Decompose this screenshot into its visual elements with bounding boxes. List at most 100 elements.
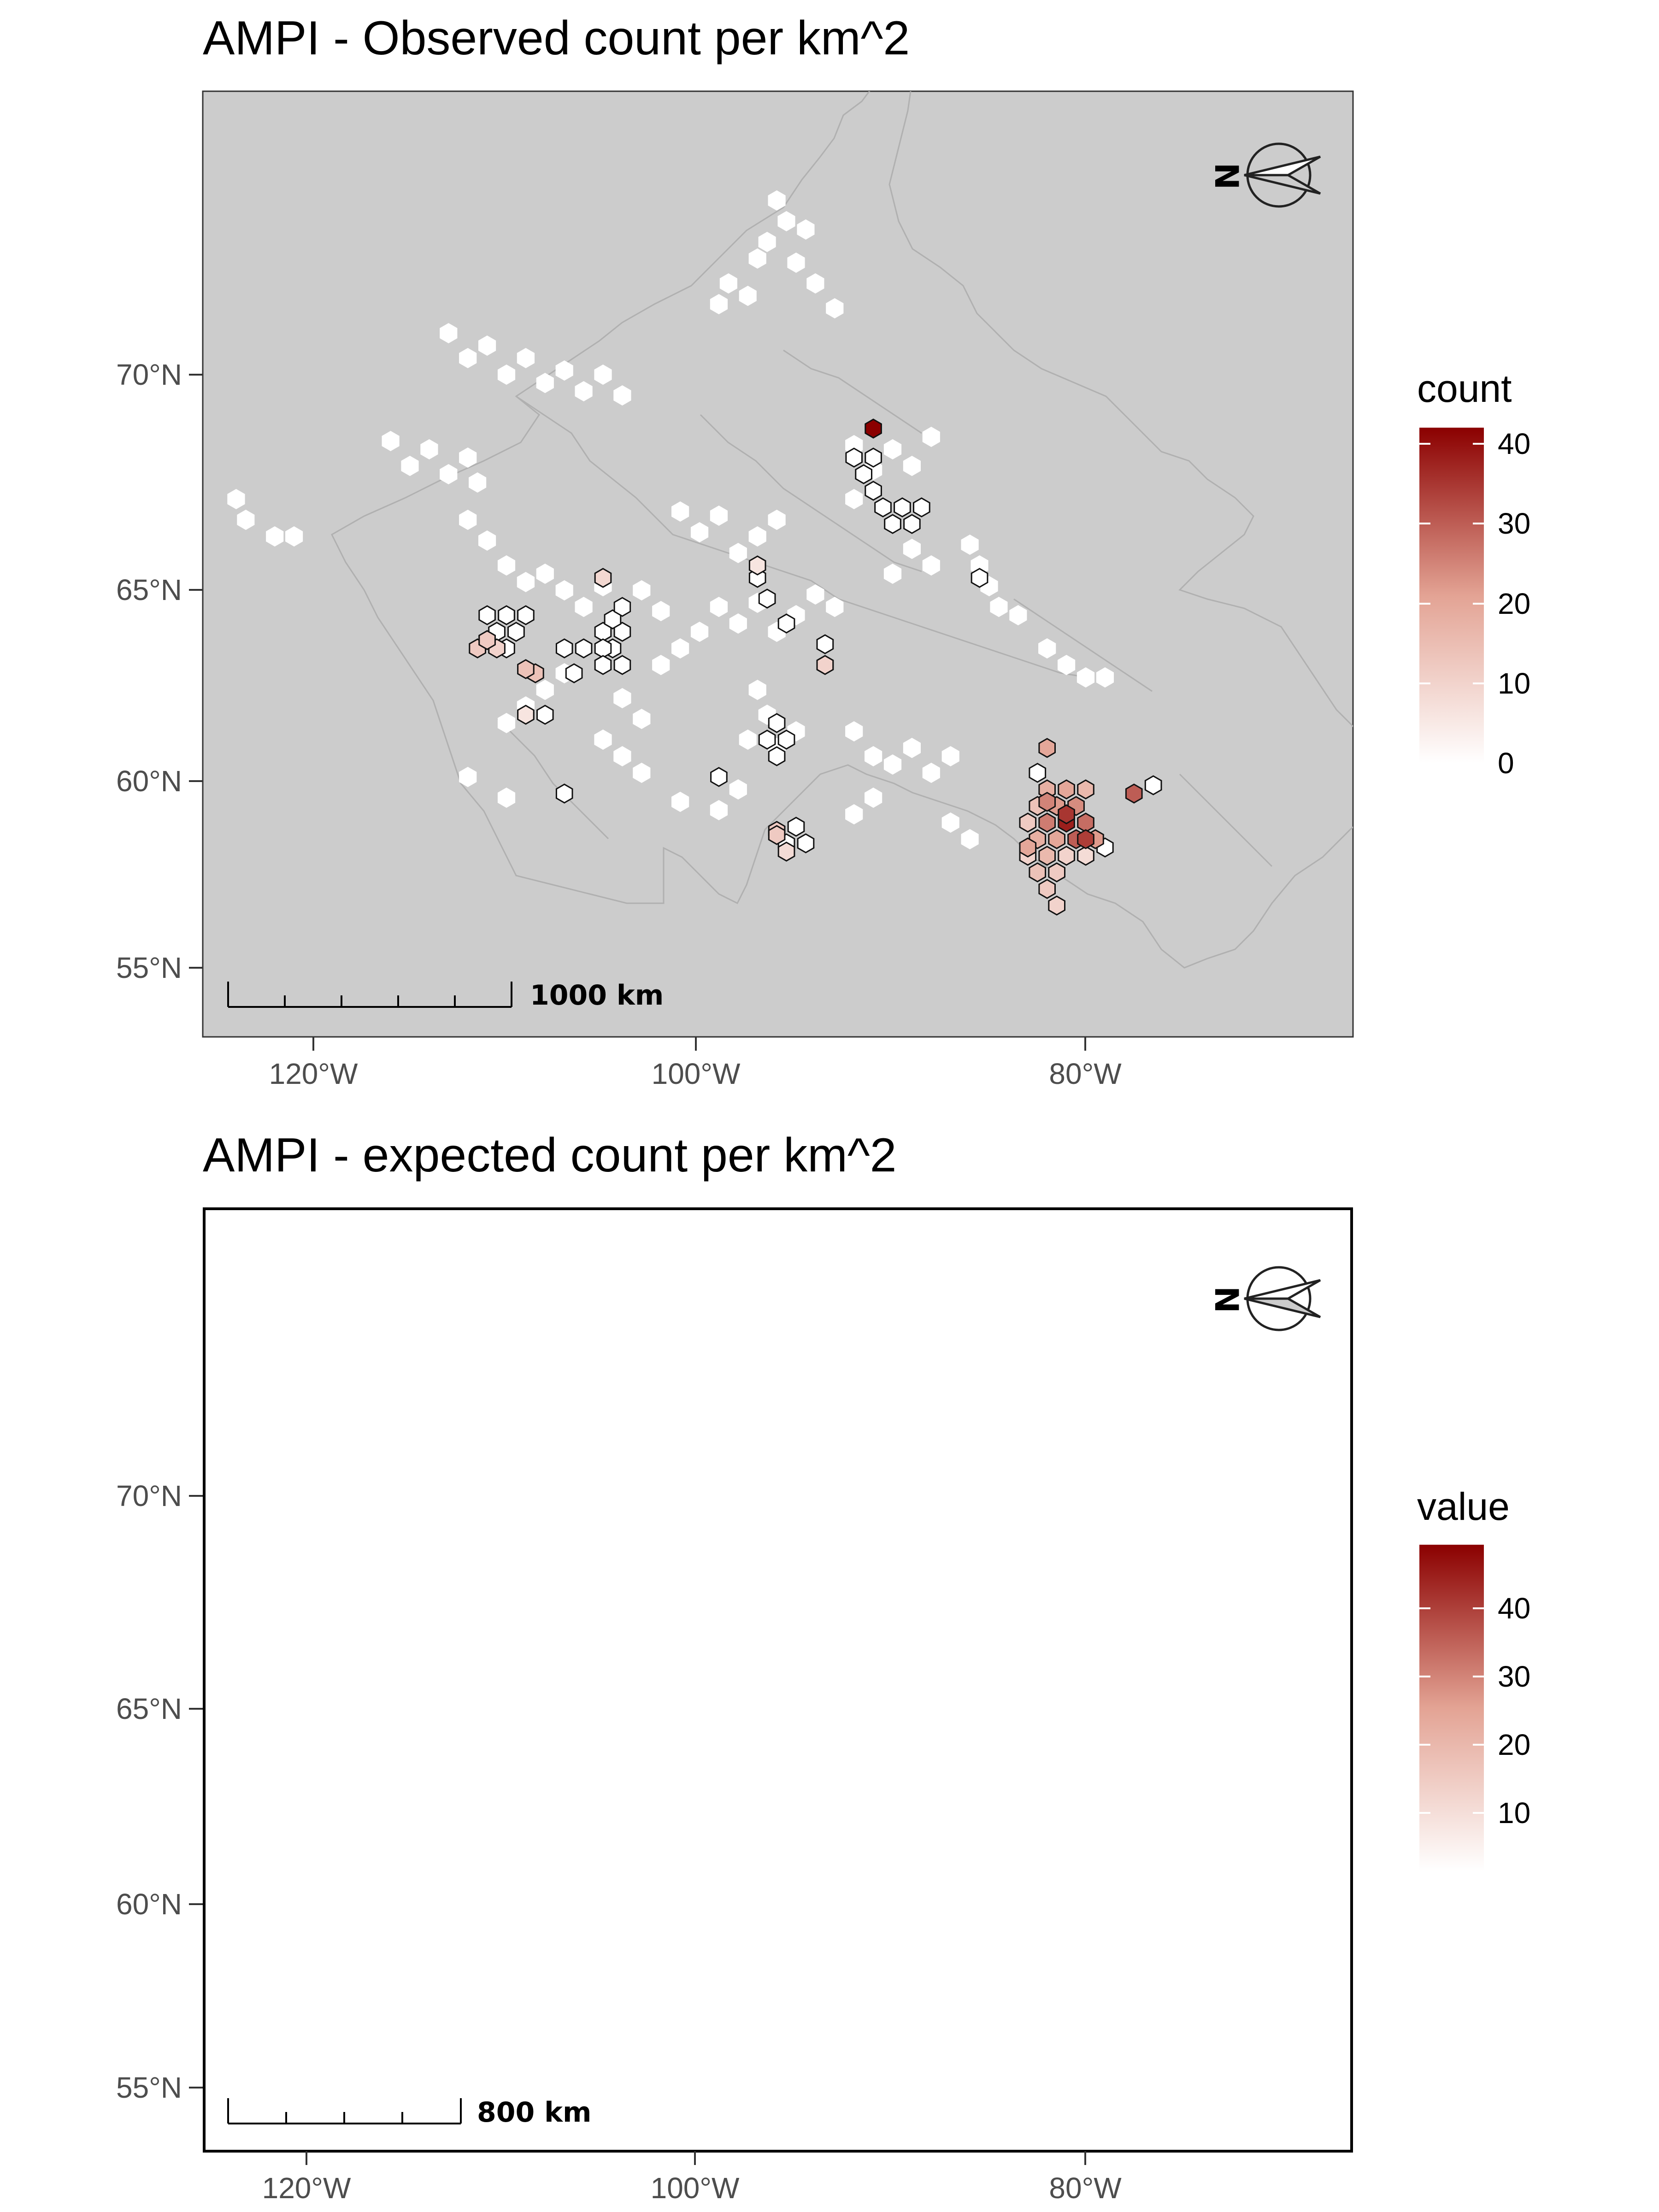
scale-bar-label: 1000 km [530, 979, 664, 1012]
empty-cell [266, 526, 284, 547]
observed-cell [777, 841, 795, 862]
legend-label: 30 [1498, 507, 1530, 540]
legend-label: 0 [1498, 747, 1514, 780]
empty-cell [845, 489, 863, 509]
empty-cell [652, 655, 670, 675]
empty-cell [594, 365, 612, 385]
empty-cell [536, 680, 554, 700]
observed-cell [884, 514, 901, 534]
legend-colorbar [1419, 1545, 1484, 1871]
y-tick-label: 55°N [116, 951, 182, 984]
observed-cell [874, 497, 892, 518]
observed-cell [565, 663, 583, 683]
empty-cell [941, 812, 959, 833]
observed-cell [903, 514, 921, 534]
observed-cell [1077, 812, 1094, 833]
observed-cell [594, 638, 612, 659]
y-tick-label: 60°N [116, 1888, 182, 1921]
observed-cell [816, 634, 834, 654]
north-arrow: N [1207, 142, 1321, 208]
observed-cell [758, 729, 776, 750]
observed-cell [748, 568, 766, 588]
observed-cell [768, 825, 786, 845]
map-area [227, 91, 1353, 969]
map-background [203, 1207, 1353, 2153]
north-label: N [1207, 1286, 1245, 1313]
legend-colorbar [1419, 428, 1484, 763]
observed-cell [1038, 792, 1056, 812]
empty-cell [961, 535, 979, 555]
legend-value: value 40 30 20 10 [1417, 1485, 1530, 1871]
empty-cell [729, 543, 747, 563]
empty-cell [922, 427, 940, 447]
empty-cell [690, 622, 709, 642]
observed-cell [555, 638, 573, 659]
empty-cell [440, 464, 458, 484]
empty-cell [382, 431, 400, 451]
empty-cell [633, 580, 651, 600]
observed-cell [1038, 879, 1056, 899]
observed-cell [758, 588, 776, 609]
panel-title: AMPI - Observed count per km^2 [203, 12, 910, 65]
empty-cell [777, 211, 795, 231]
observed-cell [1038, 812, 1056, 833]
observed-cell [748, 555, 766, 576]
y-tick-label: 65°N [116, 573, 182, 606]
empty-cell [401, 456, 419, 476]
empty-cell [671, 501, 689, 522]
observed-cell [478, 630, 496, 650]
observed-cell [787, 817, 805, 837]
x-tick-label: 120°W [269, 1057, 358, 1090]
hex-layer [227, 190, 1162, 916]
empty-cell [420, 439, 438, 459]
observed-cell [816, 655, 834, 675]
legend-label: 10 [1498, 1796, 1530, 1830]
observed-cell [865, 481, 882, 501]
empty-cell [440, 323, 458, 343]
empty-cell [517, 572, 535, 592]
empty-cell [710, 597, 728, 617]
empty-cell [690, 522, 709, 542]
empty-cell [497, 555, 516, 576]
observed-cell [1048, 829, 1065, 849]
empty-cell [865, 746, 882, 766]
observed-cell [1077, 846, 1094, 866]
empty-cell [719, 273, 737, 294]
empty-cell [768, 510, 786, 530]
x-tick-label: 80°W [1049, 1057, 1122, 1090]
empty-cell [227, 489, 245, 509]
empty-cell [459, 510, 477, 530]
empty-cell [739, 286, 757, 306]
observed-cell [855, 464, 872, 484]
legend-label: 20 [1498, 1728, 1530, 1761]
legend-title: count [1417, 367, 1512, 410]
empty-cell [285, 526, 303, 547]
empty-cell [903, 738, 921, 758]
observed-cell [517, 659, 535, 679]
empty-cell [710, 800, 728, 820]
empty-cell [1096, 667, 1114, 688]
empty-cell [865, 788, 882, 808]
x-tick-label: 100°W [651, 2171, 740, 2205]
empty-cell [748, 526, 766, 547]
observed-cell [768, 713, 786, 733]
scale-bar-label: 800 km [477, 2096, 592, 2129]
x-tick-label: 120°W [262, 2171, 351, 2205]
observed-cell [777, 613, 795, 634]
y-axis: 70°N 65°N 60°N 55°N [116, 1479, 203, 2104]
panel-title: AMPI - expected count per km^2 [203, 1129, 896, 1182]
empty-cell [739, 729, 757, 750]
observed-cell [777, 729, 795, 750]
scale-bar [227, 2098, 462, 2124]
empty-cell [555, 360, 573, 381]
legend-label: 30 [1498, 1660, 1530, 1693]
observed-cell [797, 833, 815, 853]
empty-cell [497, 365, 516, 385]
observed-cell [555, 783, 573, 804]
north-label: N [1207, 163, 1245, 190]
empty-cell [613, 688, 631, 708]
empty-cell [671, 638, 689, 659]
north-arrow: N [1207, 1266, 1321, 1331]
observed-cell [1038, 738, 1056, 758]
empty-cell [237, 510, 255, 530]
